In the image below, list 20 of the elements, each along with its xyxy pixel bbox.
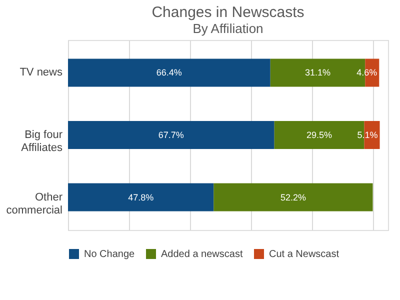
y-tick-label: Other commercial <box>6 191 63 216</box>
data-label: 47.8% <box>128 192 154 202</box>
bar <box>68 58 270 87</box>
chart-title: Changes in Newscasts <box>152 4 304 21</box>
chart-subtitle: By Affiliation <box>192 21 264 36</box>
data-label: 67.7% <box>158 130 184 140</box>
data-label: 29.5% <box>306 130 332 140</box>
y-tick-label: Big four Affiliates <box>21 129 63 154</box>
bar <box>214 183 373 212</box>
bar <box>68 120 274 150</box>
data-label: 5.1% <box>357 130 378 140</box>
bar <box>68 183 214 212</box>
data-label: 31.1% <box>304 68 331 78</box>
legend-label: No Change <box>84 249 136 260</box>
legend-label: Cut a Newscast <box>269 249 340 260</box>
data-label: 4.6% <box>356 68 378 78</box>
legend-label: Added a newscast <box>161 249 243 260</box>
data-label: 52.2% <box>280 192 306 202</box>
y-tick-label: TV news <box>20 66 63 79</box>
data-label: 66.4% <box>156 68 182 78</box>
